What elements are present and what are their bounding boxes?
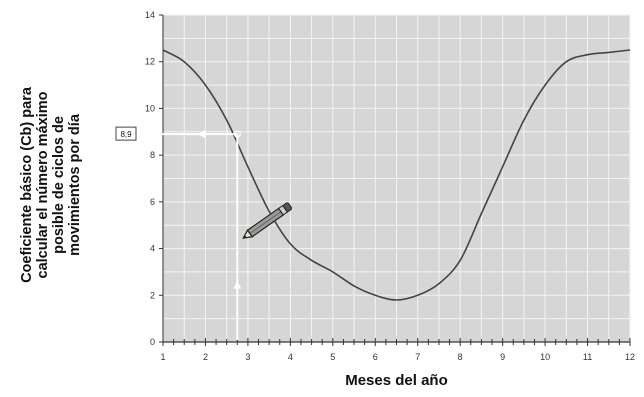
pencil-icon [242,202,292,239]
y-tick-label: 6 [150,197,155,207]
x-tick-label: 1 [160,352,165,362]
y-tick-label: 4 [150,244,155,254]
y-axis-label-line: movimientos por día [67,114,84,256]
series-line [162,49,631,301]
y-axis-label: Coeficiente básico (Cb) para calcular el … [6,20,96,350]
x-tick-label: 7 [415,352,420,362]
arrow-up-icon [233,280,242,289]
x-tick-label: 4 [288,352,293,362]
x-tick-label: 2 [203,352,208,362]
readout-box [115,126,137,141]
x-tick-label: 10 [540,352,550,362]
x-tick-label: 3 [245,352,250,362]
x-tick-label: 9 [500,352,505,362]
readout-label: 8,9 [120,130,132,139]
pencil-stripe [249,211,282,234]
x-tick-labels: 1 2 3 4 5 6 7 8 9 10 11 12 [160,352,635,362]
axes [159,14,631,346]
y-tick-labels: 0 2 4 6 8 10 12 14 [145,10,155,347]
arrow-left-icon [197,130,206,139]
y-tick-label: 2 [150,290,155,300]
y-axis-label-line: calcular el número máximo [35,91,52,279]
reading-point [233,130,241,138]
pencil-lead [243,235,247,239]
x-tick-label: 8 [458,352,463,362]
y-axis-label-line: Coeficiente básico (Cb) para [19,87,36,283]
x-tick-label: 11 [583,352,592,362]
gridlines [162,14,631,343]
pencil-eraser [283,202,292,212]
x-tick-label: 5 [330,352,335,362]
x-axis-label: Meses del año [345,372,448,389]
x-tick-label: 12 [625,352,635,362]
x-tick-label: 6 [373,352,378,362]
y-tick-label: 0 [150,337,155,347]
y-tick-label: 12 [145,57,155,67]
y-axis-label-line: posible de ciclos de [51,116,68,254]
y-tick-label: 8 [150,150,155,160]
reading-annotation: 8,9 [115,126,242,340]
y-tick-label: 10 [145,103,155,113]
y-tick-label: 14 [145,10,155,20]
